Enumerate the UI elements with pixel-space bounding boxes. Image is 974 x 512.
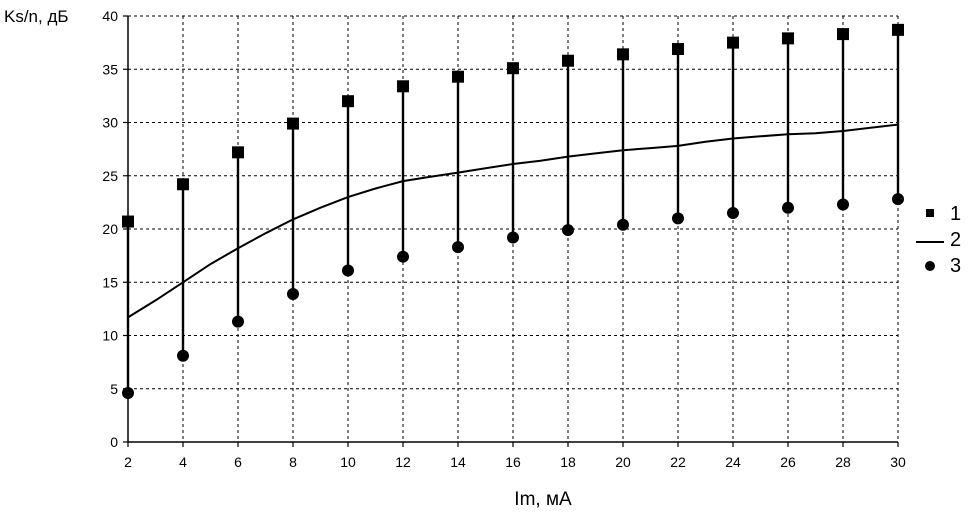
x-tick-label: 28: [835, 454, 851, 470]
series-1-point: [452, 70, 464, 83]
series-1-point: [617, 48, 629, 61]
series-1-point: [342, 95, 354, 108]
y-axis-label: Ks/n, дБ: [4, 7, 69, 26]
series-1-point: [892, 23, 904, 36]
x-tick-label: 10: [340, 454, 356, 470]
x-tick-label: 22: [670, 454, 686, 470]
series-1-point: [837, 28, 849, 41]
series-1-point: [727, 36, 739, 49]
x-tick-label: 8: [289, 454, 297, 470]
series-3-point: [452, 241, 464, 254]
series-3-point: [782, 201, 794, 214]
x-tick-label: 16: [505, 454, 521, 470]
x-tick-label: 26: [780, 454, 796, 470]
x-tick-label: 18: [560, 454, 576, 470]
series-3-point: [232, 315, 244, 328]
series-3-point: [342, 264, 354, 277]
y-tick-label: 0: [110, 434, 118, 450]
series-1-point: [562, 54, 574, 67]
legend: 1 2 3: [916, 203, 961, 277]
series-3-point: [672, 212, 684, 225]
series-3-point: [507, 231, 519, 244]
x-tick-label: 14: [450, 454, 466, 470]
series-1-point: [232, 146, 244, 159]
legend-square-marker: [926, 209, 934, 217]
series-3-point: [122, 387, 134, 400]
series-3-point: [562, 224, 574, 237]
series-3-point: [837, 198, 849, 211]
series-3-point: [397, 250, 409, 263]
x-tick-label: 2: [124, 454, 132, 470]
y-tick-label: 25: [102, 168, 118, 184]
legend-label-3: 3: [950, 255, 961, 277]
series: [122, 23, 904, 400]
series-1-point: [782, 32, 794, 45]
legend-label-1: 1: [950, 203, 961, 225]
series-2-line: [127, 123, 899, 319]
x-tick-label: 4: [179, 454, 187, 470]
x-tick-label: 12: [395, 454, 411, 470]
series-1-point: [397, 80, 409, 93]
drop-lines: [126, 29, 900, 394]
legend-label-2: 2: [950, 229, 961, 251]
y-tick-label: 30: [102, 115, 118, 131]
series-1-point: [287, 117, 299, 130]
x-axis-label: Im, мА: [514, 489, 572, 510]
x-tick-label: 20: [615, 454, 631, 470]
series-3-point: [617, 218, 629, 231]
y-tick-label: 10: [102, 328, 118, 344]
series-3-point: [287, 287, 299, 300]
series-3-point: [727, 207, 739, 220]
y-tick-label: 15: [102, 274, 118, 290]
legend-circle-marker: [925, 261, 935, 271]
series-3-point: [892, 193, 904, 206]
x-tick-label: 30: [890, 454, 906, 470]
x-tick-label: 6: [234, 454, 242, 470]
series-1-point: [507, 62, 519, 75]
y-tick-label: 5: [110, 381, 118, 397]
series-1-point: [177, 178, 189, 191]
series-1-point: [122, 215, 134, 228]
series-3-point: [177, 349, 189, 362]
series-1-point: [672, 43, 684, 56]
y-tick-label: 40: [102, 8, 118, 24]
y-tick-label: 20: [102, 221, 118, 237]
y-tick-label: 35: [102, 61, 118, 77]
x-tick-label: 24: [725, 454, 741, 470]
axes: [123, 15, 899, 447]
